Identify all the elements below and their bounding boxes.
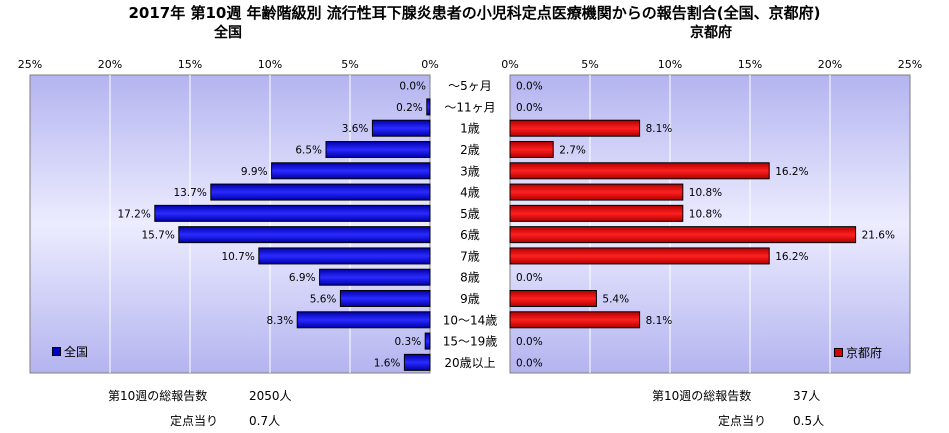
- data-label-national: 0.3%: [395, 336, 422, 348]
- bar-kyoto: [509, 119, 641, 137]
- category-label: 2歳: [460, 143, 480, 157]
- bar-kyoto: [509, 141, 554, 158]
- bar-national: [371, 119, 431, 137]
- category-label: 4歳: [460, 186, 480, 200]
- legend-national: 全国: [52, 343, 88, 360]
- data-label-kyoto: 0.0%: [516, 102, 543, 114]
- right-plot-area: [509, 74, 911, 374]
- category-label: 9歳: [460, 292, 480, 306]
- bar-national: [178, 226, 431, 244]
- data-label-national: 15.7%: [141, 230, 174, 242]
- bar-national: [154, 204, 431, 222]
- left-x-tick-label: 25%: [18, 58, 42, 71]
- bar-national: [339, 290, 431, 307]
- bar-kyoto: [509, 183, 684, 201]
- bar-kyoto: [509, 162, 770, 180]
- data-label-national: 13.7%: [173, 187, 206, 199]
- category-label: ～11ヶ月: [444, 100, 495, 114]
- data-label-national: 9.9%: [241, 166, 268, 178]
- bar-kyoto: [509, 290, 597, 307]
- right-panel-title: 京都府: [690, 25, 732, 41]
- data-label-national: 17.2%: [117, 208, 150, 220]
- left-per-site-value: 0.7人: [249, 414, 281, 428]
- data-label-national: 3.6%: [342, 123, 369, 135]
- data-label-kyoto: 2.7%: [559, 145, 586, 157]
- data-label-kyoto: 8.1%: [646, 315, 673, 327]
- chart-title: 2017年 第10週 年齢階級別 流行性耳下腺炎患者の小児科定点医療機関からの報…: [128, 4, 821, 22]
- right-per-site-value: 0.5人: [793, 414, 825, 428]
- data-label-national: 6.9%: [289, 272, 316, 284]
- right-x-tick-label: 10%: [658, 58, 682, 71]
- category-label: 15～19歳: [443, 335, 498, 349]
- left-plot-area: [29, 74, 431, 374]
- data-label-kyoto: 10.8%: [689, 187, 722, 199]
- right-total-label: 第10週の総報告数: [652, 389, 752, 403]
- bar-national: [403, 353, 431, 371]
- left-x-tick-label: 10%: [258, 58, 282, 71]
- bar-national: [210, 183, 431, 201]
- right-x-tick-label: 0%: [501, 58, 518, 71]
- data-label-kyoto: 0.0%: [516, 336, 543, 348]
- right-total-value: 37人: [793, 389, 821, 403]
- data-label-national: 5.6%: [310, 294, 337, 306]
- data-label-national: 0.2%: [396, 102, 423, 114]
- data-label-kyoto: 0.0%: [516, 272, 543, 284]
- data-label-national: 8.3%: [267, 315, 294, 327]
- bar-kyoto: [509, 247, 770, 265]
- bar-national: [325, 141, 431, 158]
- data-label-national: 1.6%: [374, 357, 401, 369]
- data-label-kyoto: 5.4%: [602, 294, 629, 306]
- data-label-kyoto: 10.8%: [689, 208, 722, 220]
- legend-kyoto: 京都府: [834, 344, 882, 361]
- category-label: 6歳: [460, 228, 480, 242]
- legend-swatch-national: [52, 347, 61, 356]
- bar-national: [296, 311, 431, 329]
- legend-label-kyoto: 京都府: [846, 346, 883, 360]
- bar-national: [424, 332, 431, 350]
- bar-kyoto: [509, 204, 684, 222]
- data-label-national: 10.7%: [221, 251, 254, 263]
- left-x-tick-label: 20%: [98, 58, 122, 71]
- category-label: ～5ヶ月: [448, 79, 492, 93]
- data-label-kyoto: 16.2%: [775, 166, 808, 178]
- bar-national: [271, 162, 431, 180]
- data-label-kyoto: 16.2%: [775, 251, 808, 263]
- data-label-kyoto: 0.0%: [516, 81, 543, 93]
- right-x-tick-label: 15%: [738, 58, 762, 71]
- left-panel-title: 全国: [214, 25, 242, 41]
- left-x-tick-label: 5%: [341, 58, 358, 71]
- left-x-tick-label: 0%: [421, 58, 438, 71]
- category-label: 3歳: [460, 164, 480, 178]
- data-label-national: 0.0%: [399, 81, 426, 93]
- right-x-tick-label: 25%: [898, 58, 922, 71]
- category-label: 5歳: [460, 207, 480, 221]
- category-label: 10～14歳: [443, 313, 498, 327]
- category-label: 7歳: [460, 249, 480, 263]
- legend-label-national: 全国: [64, 345, 89, 359]
- right-per-site-label: 定点当り: [718, 414, 767, 428]
- data-label-kyoto: 0.0%: [516, 357, 543, 369]
- left-total-value: 2050人: [249, 389, 292, 403]
- bar-national: [258, 247, 431, 265]
- bar-kyoto: [509, 226, 857, 244]
- left-total-label: 第10週の総報告数: [108, 389, 208, 403]
- bar-national: [319, 268, 431, 286]
- data-label-national: 6.5%: [295, 145, 322, 157]
- data-label-kyoto: 8.1%: [646, 123, 673, 135]
- right-x-tick-label: 5%: [581, 58, 598, 71]
- category-label: 1歳: [460, 122, 480, 136]
- data-label-kyoto: 21.6%: [862, 230, 895, 242]
- category-label: 20歳以上: [444, 356, 495, 370]
- left-x-tick-label: 15%: [178, 58, 202, 71]
- category-label: 8歳: [460, 271, 480, 285]
- legend-swatch-kyoto: [834, 348, 843, 357]
- bar-national: [426, 98, 431, 116]
- right-x-tick-label: 20%: [818, 58, 842, 71]
- bar-kyoto: [509, 311, 641, 329]
- left-per-site-label: 定点当り: [170, 414, 219, 428]
